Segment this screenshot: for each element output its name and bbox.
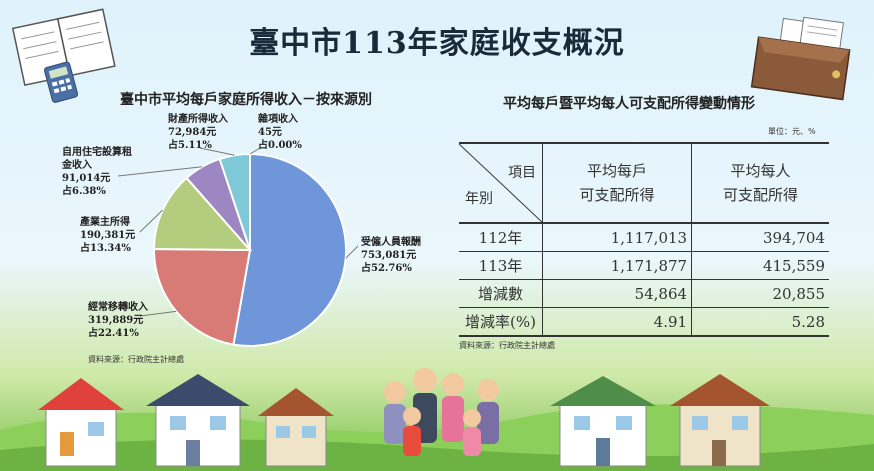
cell-household: 54,864 <box>541 279 692 308</box>
house-icon <box>258 388 334 467</box>
cell-person: 20,855 <box>691 279 829 308</box>
slice-label-name: 經常移轉收入 <box>88 302 148 313</box>
table-row: 113年 1,171,877 415,559 <box>459 251 829 280</box>
column-header-line: 可支配所得 <box>579 186 655 204</box>
slice-label-name: 受僱人員報酬 <box>361 237 421 248</box>
slice-label-name: 產業主所得 <box>80 217 130 228</box>
slice-label-entrepreneur: 產業主所得 190,381元 占13.34% <box>80 216 135 255</box>
slice-label-share: 占22.41% <box>88 328 139 339</box>
slice-label-name: 自用住宅設算租 <box>62 147 132 158</box>
cell-person: 394,704 <box>691 222 829 252</box>
slice-label-amount: 753,081元 <box>361 250 417 261</box>
slice-label-amount: 91,014元 <box>62 173 111 184</box>
header-year-label: 年別 <box>465 191 493 207</box>
leader-line <box>249 147 261 155</box>
table-corner-cell: 項目 年別 <box>459 142 543 223</box>
column-header-line: 可支配所得 <box>723 186 799 204</box>
slice-label-imputed-rent: 自用住宅設算租 金收入 91,014元 占6.38% <box>62 146 132 198</box>
cell-person: 415,559 <box>691 251 829 280</box>
table-title: 平均每戶暨平均每人可支配所得變動情形 <box>503 96 755 112</box>
page-title: 臺中市113年家庭收支概況 <box>249 26 625 61</box>
column-header-household: 平均每戶 可支配所得 <box>541 142 692 223</box>
house-icon <box>670 374 770 467</box>
leader-line <box>199 147 235 156</box>
notebook-icon <box>11 8 116 87</box>
leader-line <box>117 166 203 177</box>
table-row: 112年 1,117,013 394,704 <box>459 222 829 252</box>
slice-label-share: 占5.11% <box>168 140 212 151</box>
wallet-icon <box>750 16 851 101</box>
house-icon <box>146 374 250 467</box>
cell-household: 1,171,877 <box>541 251 692 280</box>
house-icon <box>550 376 656 467</box>
cell-person: 5.28 <box>691 307 829 337</box>
table-source-note: 資料來源：行政院主計總處 <box>459 341 555 350</box>
slice-label-property: 財產所得收入 72,984元 占5.11% <box>168 113 228 152</box>
slice-label-share: 占0.00% <box>258 140 302 151</box>
leader-line <box>345 245 359 259</box>
slice-label-transfer: 經常移轉收入 319,889元 占22.41% <box>88 301 148 340</box>
slice-label-amount: 45元 <box>258 127 282 138</box>
pie-slice <box>232 152 347 347</box>
slice-label-share: 占13.34% <box>80 243 131 254</box>
slice-label-name: 雜項收入 <box>258 114 298 125</box>
slice-label-misc: 雜項收入 45元 占0.00% <box>258 113 302 152</box>
slice-label-share: 占6.38% <box>62 186 106 197</box>
column-header-line: 平均每人 <box>730 162 791 180</box>
pie-source-note: 資料來源：行政院主計總處 <box>88 355 184 364</box>
leader-line <box>139 209 164 233</box>
house-icon <box>38 378 124 467</box>
family-icon <box>384 368 499 456</box>
calculator-icon <box>43 61 79 103</box>
slice-label-salary: 受僱人員報酬 753,081元 占52.76% <box>361 236 421 275</box>
slice-label-amount: 319,889元 <box>88 315 144 326</box>
pie-slice <box>153 247 252 346</box>
slice-label-share: 占52.76% <box>361 263 412 274</box>
row-label: 增減數 <box>459 279 543 308</box>
pie-chart-title: 臺中市平均每戶家庭所得收入－按來源別 <box>120 92 372 108</box>
table-header-row: 項目 年別 平均每戶 可支配所得 平均每人 可支配所得 <box>459 142 829 223</box>
header-item-label: 項目 <box>508 165 536 181</box>
slice-label-name-cont: 金收入 <box>62 160 92 171</box>
row-label: 增減率(%) <box>459 307 543 337</box>
income-table: 項目 年別 平均每戶 可支配所得 平均每人 可支配所得 112年 1,117,0… <box>459 142 829 337</box>
cell-household: 1,117,013 <box>541 222 692 252</box>
slice-label-amount: 72,984元 <box>168 127 217 138</box>
slice-label-amount: 190,381元 <box>80 230 136 241</box>
row-label: 113年 <box>459 251 543 280</box>
column-header-line: 平均每戶 <box>587 162 648 180</box>
town-scene <box>0 368 874 471</box>
table-row: 增減率(%) 4.91 5.28 <box>459 307 829 337</box>
slice-label-name: 財產所得收入 <box>168 114 228 125</box>
column-header-person: 平均每人 可支配所得 <box>691 142 829 223</box>
table-unit: 單位：元、% <box>768 127 816 136</box>
table-row: 增減數 54,864 20,855 <box>459 279 829 308</box>
leader-line <box>139 310 177 317</box>
cell-household: 4.91 <box>541 307 692 337</box>
row-label: 112年 <box>459 222 543 252</box>
